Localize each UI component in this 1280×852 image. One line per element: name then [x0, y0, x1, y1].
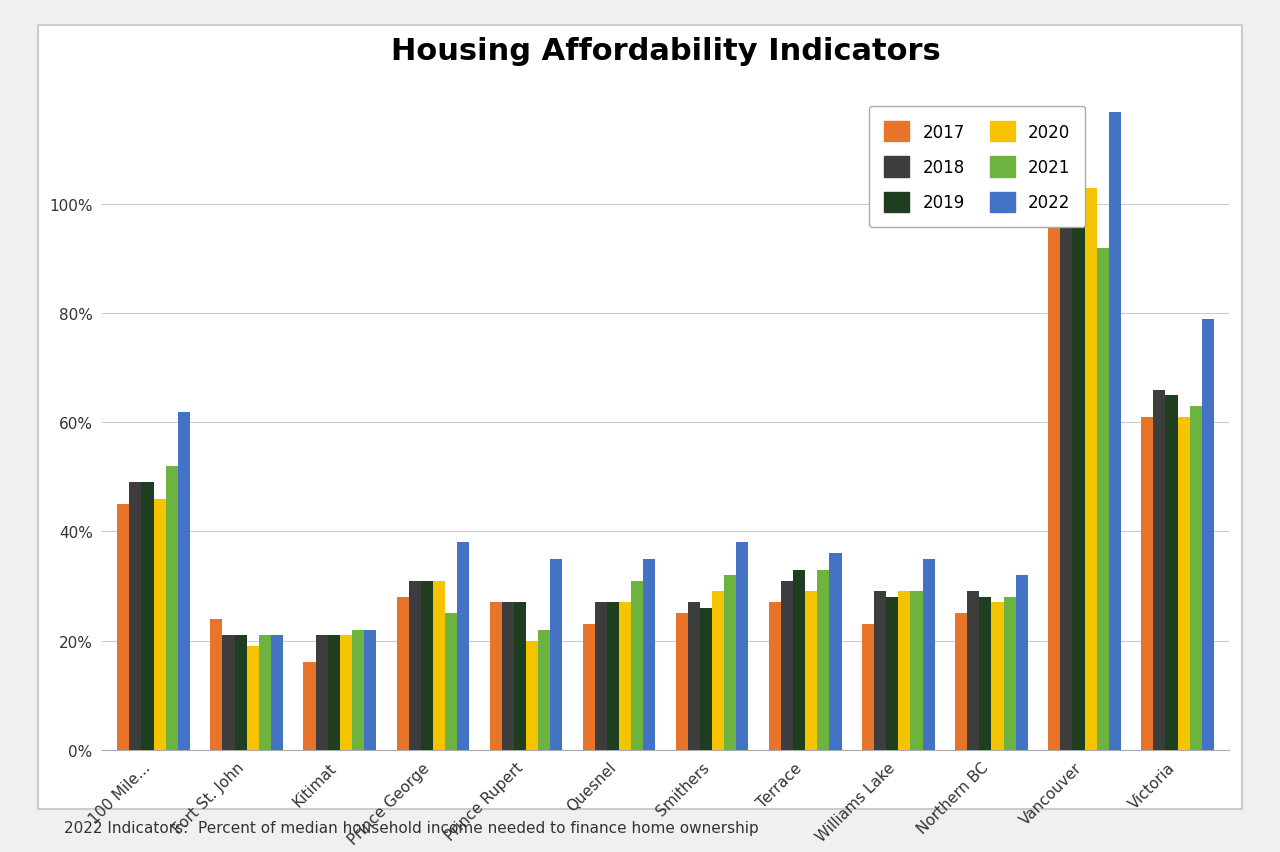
Bar	[154, 499, 165, 750]
Bar	[352, 630, 364, 750]
Bar	[1004, 597, 1015, 750]
Bar	[736, 543, 749, 750]
Bar	[490, 602, 502, 750]
Bar	[234, 636, 247, 750]
Bar	[210, 619, 223, 750]
Bar	[595, 602, 607, 750]
Bar	[303, 663, 316, 750]
Bar	[339, 636, 352, 750]
Bar	[1015, 575, 1028, 750]
Bar	[700, 608, 712, 750]
Bar	[676, 613, 687, 750]
Bar	[874, 592, 886, 750]
Bar	[526, 641, 538, 750]
Bar	[1166, 395, 1178, 750]
Bar	[923, 559, 934, 750]
Bar	[550, 559, 562, 750]
Bar	[631, 581, 644, 750]
Bar	[421, 581, 433, 750]
Bar	[1153, 390, 1166, 750]
Bar	[955, 613, 968, 750]
Bar	[259, 636, 271, 750]
Bar	[582, 625, 595, 750]
Bar	[538, 630, 550, 750]
Bar	[408, 581, 421, 750]
Bar	[769, 602, 781, 750]
Bar	[1202, 320, 1213, 750]
Bar	[457, 543, 470, 750]
Bar	[1060, 112, 1073, 750]
Bar	[794, 570, 805, 750]
Legend: 2017, 2018, 2019, 2020, 2021, 2022: 2017, 2018, 2019, 2020, 2021, 2022	[869, 106, 1085, 227]
Title: Housing Affordability Indicators: Housing Affordability Indicators	[390, 37, 941, 66]
Bar	[118, 504, 129, 750]
Bar	[607, 602, 620, 750]
Bar	[724, 575, 736, 750]
Text: 2022 Indicators:  Percent of median household income needed to finance home owne: 2022 Indicators: Percent of median house…	[64, 820, 759, 835]
Bar	[1097, 249, 1108, 750]
Bar	[1084, 188, 1097, 750]
Bar	[910, 592, 923, 750]
Bar	[1178, 417, 1189, 750]
Bar	[992, 602, 1004, 750]
Bar	[397, 597, 408, 750]
Bar	[502, 602, 513, 750]
Bar	[142, 483, 154, 750]
Bar	[712, 592, 724, 750]
Bar	[328, 636, 339, 750]
Bar	[247, 647, 259, 750]
Bar	[968, 592, 979, 750]
Bar	[223, 636, 234, 750]
Bar	[899, 592, 910, 750]
Bar	[1108, 112, 1121, 750]
Bar	[979, 597, 992, 750]
Bar	[1142, 417, 1153, 750]
Bar	[316, 636, 328, 750]
Bar	[178, 412, 189, 750]
Bar	[781, 581, 794, 750]
Bar	[1073, 162, 1084, 750]
Bar	[644, 559, 655, 750]
Bar	[165, 467, 178, 750]
Bar	[445, 613, 457, 750]
Bar	[805, 592, 818, 750]
Bar	[271, 636, 283, 750]
Bar	[1189, 406, 1202, 750]
Bar	[364, 630, 376, 750]
Bar	[687, 602, 700, 750]
Bar	[433, 581, 445, 750]
Bar	[513, 602, 526, 750]
Bar	[818, 570, 829, 750]
Bar	[620, 602, 631, 750]
Bar	[861, 625, 874, 750]
Bar	[886, 597, 899, 750]
Bar	[829, 554, 841, 750]
Bar	[1048, 140, 1060, 750]
Bar	[129, 483, 142, 750]
